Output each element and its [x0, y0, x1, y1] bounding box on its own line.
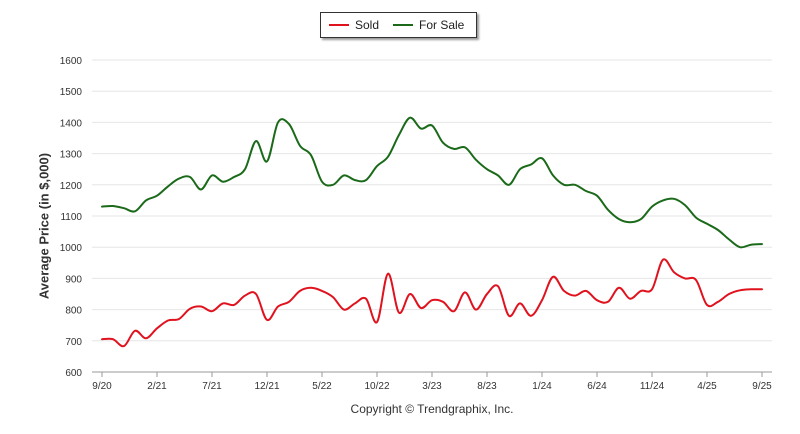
y-tick-label: 900 [65, 274, 82, 285]
x-tick-label: 3/23 [422, 381, 442, 392]
y-tick-label: 1200 [60, 181, 83, 192]
x-tick-label: 12/21 [254, 381, 279, 392]
y-axis-ticks: 600 700 800 900 1000 1100 1200 1300 1400 1500 1600 [60, 56, 83, 379]
x-tick-label: 2/21 [147, 381, 167, 392]
x-tick-label: 9/25 [752, 381, 772, 392]
y-tick-label: 1100 [60, 212, 82, 223]
x-tick-label: 10/22 [364, 381, 389, 392]
y-tick-label: 1300 [60, 150, 83, 161]
x-tick-label: 4/25 [697, 381, 717, 392]
legend-swatch-for-sale [393, 23, 413, 26]
legend-item-sold[interactable]: Sold [329, 18, 379, 32]
series-lines [101, 116, 763, 348]
legend-swatch-sold [329, 23, 349, 26]
x-tick-label: 7/21 [202, 381, 222, 392]
x-tick-label: 8/23 [477, 381, 497, 392]
series-line-for-sale [101, 116, 763, 249]
series-line-sold [101, 258, 763, 348]
legend-label-for-sale: For Sale [419, 18, 465, 32]
y-tick-label: 1400 [60, 118, 83, 129]
x-tick-label: 1/24 [532, 381, 552, 392]
x-tick-label: 11/24 [640, 381, 665, 392]
copyright-text: Copyright © Trendgraphix, Inc. [350, 402, 514, 416]
x-axis-ticks: 9/20 2/21 7/21 12/21 5/22 10/22 3/23 8/23 1/24 6/… [92, 372, 772, 392]
y-tick-label: 600 [65, 368, 82, 379]
legend-label-sold: Sold [355, 18, 380, 32]
y-axis-title: Average Price (in $,000) [36, 152, 52, 300]
legend: Sold For Sale [320, 12, 477, 38]
legend-item-for-sale[interactable]: For Sale [393, 18, 464, 32]
y-tick-label: 800 [65, 306, 82, 317]
y-tick-label: 1500 [60, 87, 83, 98]
x-tick-label: 6/24 [587, 381, 607, 392]
y-tick-label: 1000 [60, 243, 83, 254]
x-tick-label: 9/20 [92, 381, 112, 392]
x-tick-label: 5/22 [312, 381, 332, 392]
grid-lines [92, 59, 772, 373]
y-tick-label: 700 [65, 337, 82, 348]
y-tick-label: 1600 [60, 56, 83, 67]
